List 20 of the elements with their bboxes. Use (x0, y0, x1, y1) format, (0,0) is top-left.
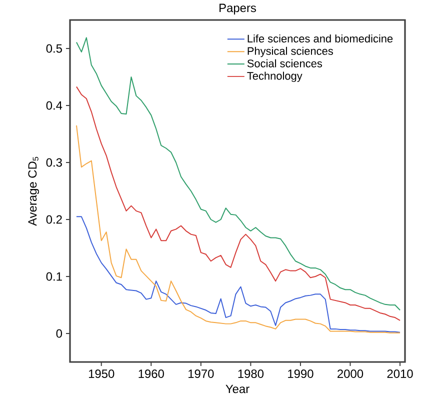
y-tick-label: 0.3 (46, 158, 62, 167)
y-tick-label: 0.5 (46, 44, 62, 53)
legend-label: Physical sciences (248, 46, 333, 58)
x-tick-label: 1980 (238, 370, 264, 378)
chart-title: Papers (220, 4, 256, 15)
y-tick-label: 0.1 (46, 272, 62, 281)
x-tick-label: 2000 (338, 370, 364, 378)
x-tick-label: 1950 (88, 370, 114, 378)
y-axis-title: Average CD$_{5}$ (28, 156, 40, 226)
x-tick-label: 1970 (188, 370, 214, 378)
legend-label: Social sciences (247, 59, 322, 68)
x-tick-label: 2010 (387, 370, 413, 378)
x-tick-label: 1990 (288, 370, 314, 378)
y-tick-label: 0.4 (46, 101, 62, 110)
legend-label: Life sciences and biomedicine (248, 34, 393, 42)
x-axis-title: Year (226, 384, 250, 394)
legend-label: Technology (247, 72, 302, 82)
y-tick-label: 0.2 (46, 215, 62, 224)
y-tick-label: 0 (56, 329, 62, 338)
x-tick-label: 1960 (138, 370, 164, 378)
